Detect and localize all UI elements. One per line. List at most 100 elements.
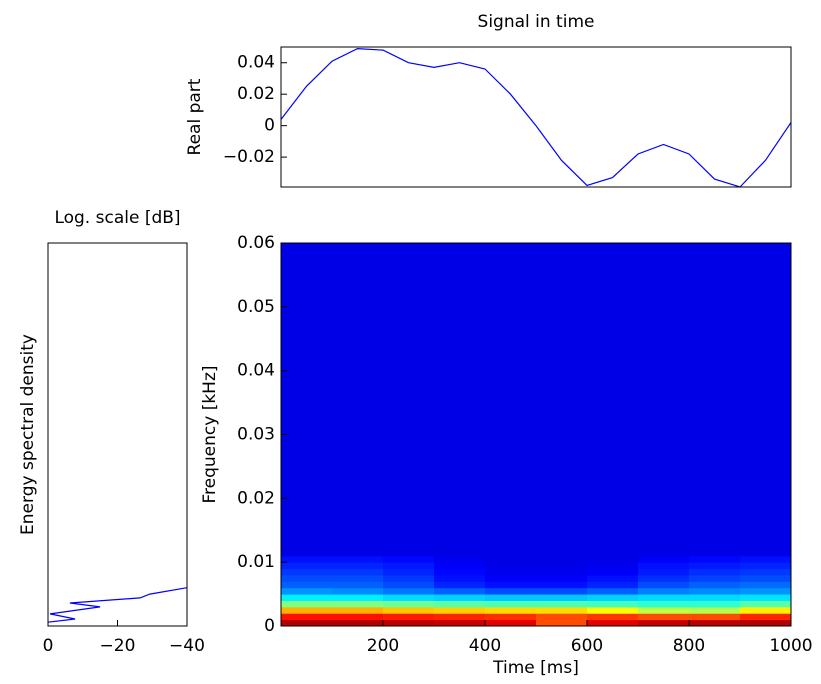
heat-cell	[434, 606, 486, 614]
heat-cell	[281, 568, 333, 576]
heat-cell	[689, 574, 741, 582]
heat-cell	[281, 555, 333, 563]
heat-cell	[638, 562, 690, 570]
heat-cell	[536, 581, 588, 589]
heat-cell	[587, 587, 639, 595]
x-tick-label: 600	[571, 636, 603, 656]
heat-cell	[383, 555, 435, 563]
heat-cell	[689, 587, 741, 595]
heat-cell	[332, 243, 384, 550]
heat-cell	[638, 619, 690, 627]
heat-cell	[434, 613, 486, 621]
x-tick-label: 1000	[769, 636, 812, 656]
heat-cell	[332, 581, 384, 589]
heat-cell	[740, 613, 792, 621]
heat-cell	[383, 606, 435, 614]
heat-cell	[587, 600, 639, 608]
heat-cell	[587, 606, 639, 614]
heat-cell	[536, 555, 588, 563]
heat-cell	[485, 587, 537, 595]
heat-cell	[332, 587, 384, 595]
heat-cell	[536, 568, 588, 576]
x-tick-label: 800	[673, 636, 705, 656]
heat-cell	[536, 587, 588, 595]
x-tick-label: −40	[169, 636, 205, 656]
x-tick-label: 200	[367, 636, 399, 656]
heat-cell	[281, 587, 333, 595]
heat-cell	[587, 555, 639, 563]
heat-cell	[740, 594, 792, 601]
chart-title: Log. scale [dB]	[54, 208, 180, 228]
heat-cell	[536, 619, 588, 627]
heat-cell	[383, 581, 435, 589]
heat-cell	[689, 568, 741, 576]
y-tick-label: 0	[264, 116, 275, 136]
heat-cell	[689, 606, 741, 614]
heat-cell	[281, 594, 333, 601]
heat-cell	[638, 574, 690, 582]
heat-cell	[281, 549, 333, 557]
heat-cell	[536, 600, 588, 608]
y-tick-label: 0.02	[237, 84, 275, 104]
heat-cell	[638, 600, 690, 608]
heat-cell	[689, 581, 741, 589]
y-tick-label: −0.02	[223, 147, 275, 167]
heat-cell	[587, 243, 639, 550]
heat-cell	[689, 562, 741, 570]
heat-cell	[383, 619, 435, 627]
heat-cell	[536, 606, 588, 614]
heat-cell	[332, 568, 384, 576]
heat-cell	[536, 574, 588, 582]
heat-cell	[740, 606, 792, 614]
x-axis-label: Time [ms]	[492, 658, 579, 678]
chart-title: Signal in time	[478, 12, 595, 32]
y-tick-label: 0.04	[237, 361, 275, 381]
heat-cell	[383, 243, 435, 550]
heat-cell	[383, 600, 435, 608]
heat-cell	[740, 574, 792, 582]
y-axis-label: Energy spectral density	[18, 334, 38, 535]
heat-cell	[332, 549, 384, 557]
heat-cell	[332, 600, 384, 608]
heat-cell	[689, 243, 741, 550]
heat-cell	[740, 549, 792, 557]
heat-cell	[332, 619, 384, 627]
heat-cell	[434, 587, 486, 595]
heat-cell	[740, 568, 792, 576]
heat-cell	[638, 587, 690, 595]
y-tick-label: 0.01	[237, 552, 275, 572]
heat-cell	[383, 568, 435, 576]
heat-cell	[434, 574, 486, 582]
heat-cell	[332, 613, 384, 621]
x-tick-label: 400	[469, 636, 501, 656]
heat-cell	[434, 600, 486, 608]
y-tick-label: 0.04	[237, 53, 275, 73]
heat-cell	[689, 555, 741, 563]
heat-cell	[485, 600, 537, 608]
heat-cell	[689, 619, 741, 627]
heat-cell	[434, 562, 486, 570]
heat-cell	[689, 600, 741, 608]
heat-cell	[281, 613, 333, 621]
heat-cell	[689, 613, 741, 621]
heat-cell	[281, 619, 333, 627]
y-tick-label: 0.02	[237, 488, 275, 508]
heat-cell	[587, 581, 639, 589]
y-axis-label: Real part	[185, 78, 205, 155]
heat-cell	[587, 594, 639, 601]
heat-cell	[485, 619, 537, 627]
heat-cell	[383, 574, 435, 582]
heat-cell	[587, 549, 639, 557]
heat-cell	[638, 594, 690, 601]
heat-cell	[740, 562, 792, 570]
axes-box	[47, 242, 188, 627]
y-tick-label: 0.06	[237, 233, 275, 253]
heat-cell	[638, 606, 690, 614]
heat-cell	[689, 549, 741, 557]
heat-cell	[332, 594, 384, 601]
heat-cell	[740, 555, 792, 563]
heat-cell	[281, 606, 333, 614]
heat-cell	[638, 613, 690, 621]
heat-cell	[485, 568, 537, 576]
